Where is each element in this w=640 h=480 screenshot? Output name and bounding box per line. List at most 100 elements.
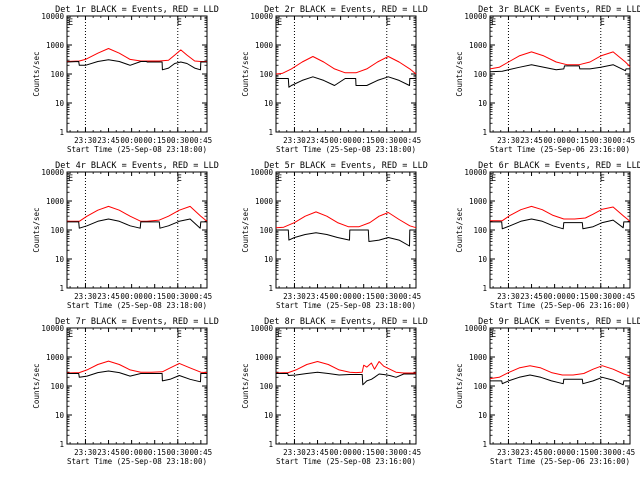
x-tick-label: 23:30: [74, 292, 97, 301]
panel-title: Det 3r BLACK = Events, RED = LLD: [478, 5, 640, 15]
e-marker-left: E: [277, 174, 282, 184]
x-axis-label: Start Time (25-Sep-08 23:18:00): [67, 457, 207, 466]
events-series-line: [276, 229, 416, 247]
x-axis-label: Start Time (25-Sep-08 23:18:00): [276, 145, 416, 154]
x-tick-label: 23:45: [306, 448, 329, 457]
y-tick-label: 1000: [46, 353, 65, 362]
plot-frame: [489, 171, 631, 289]
x-tick-label: 00:45: [613, 292, 636, 301]
y-tick-label: 10: [55, 411, 65, 420]
plot-frame: [66, 327, 208, 445]
x-tick-label: 00:15: [566, 136, 589, 145]
x-tick-label: 00:15: [143, 136, 166, 145]
x-tick-label: 00:30: [166, 292, 189, 301]
x-tick-label: 23:30: [497, 292, 520, 301]
y-axis-label: Counts/sec: [455, 51, 464, 96]
x-axis-label: Start Time (25-Sep-08 23:18:00): [67, 301, 207, 310]
detector-panel-1: Det 1r BLACK = Events, RED = LLD 1 10 100 10…: [32, 5, 219, 154]
lld-series-line: [275, 211, 417, 229]
y-tick-label: 100: [473, 70, 487, 79]
plot-frame: [489, 15, 631, 133]
y-tick-label: 100: [50, 70, 64, 79]
x-tick-label: 00:15: [143, 448, 166, 457]
x-tick-label: 00:30: [166, 448, 189, 457]
x-tick-label: 00:00: [120, 448, 143, 457]
y-tick-label: 10: [55, 99, 65, 108]
lld-series-line: [67, 205, 208, 222]
y-axis-label: Counts/sec: [32, 51, 41, 96]
x-tick-label: 00:45: [190, 292, 213, 301]
y-tick-label: 10: [264, 99, 274, 108]
lld-series-line: [490, 205, 631, 222]
y-tick-label: 10000: [41, 324, 64, 333]
x-axis-label: Start Time (25-Sep-08 23:18:00): [276, 301, 416, 310]
panel-title: Det 4r BLACK = Events, RED = LLD: [55, 161, 219, 171]
x-tick-label: 00:00: [329, 136, 352, 145]
x-tick-label: 00:30: [589, 448, 612, 457]
x-tick-label: 23:45: [520, 448, 543, 457]
x-tick-label: 00:15: [143, 292, 166, 301]
events-series-line: [489, 64, 630, 73]
y-tick-label: 1: [482, 440, 487, 449]
x-tick-label: 00:45: [399, 136, 422, 145]
e-marker-right: E: [386, 174, 391, 184]
y-tick-label: 10000: [250, 168, 273, 177]
y-axis-label: Counts/sec: [455, 363, 464, 408]
y-axis-label: Counts/sec: [241, 363, 250, 408]
e-marker-left: E: [277, 18, 282, 28]
y-tick-label: 10: [55, 255, 65, 264]
y-tick-label: 10000: [41, 12, 64, 21]
x-tick-label: 23:45: [97, 448, 120, 457]
y-tick-label: 1000: [255, 353, 274, 362]
events-series-line: [66, 59, 207, 71]
plot-frame: [275, 327, 417, 445]
x-tick-label: 23:30: [497, 448, 520, 457]
y-tick-label: 10000: [464, 324, 487, 333]
events-series-line: [276, 371, 416, 386]
y-tick-label: 10000: [250, 12, 273, 21]
y-tick-label: 1000: [469, 197, 488, 206]
panel-title: Det 1r BLACK = Events, RED = LLD: [55, 5, 219, 15]
x-tick-label: 00:30: [166, 136, 189, 145]
y-axis-label: Counts/sec: [32, 207, 41, 252]
e-marker-left: E: [68, 18, 73, 28]
lld-series-line: [489, 51, 631, 70]
e-marker-left: E: [491, 174, 496, 184]
detector-panel-9: Det 9r BLACK = Events, RED = LLD 1 10 100 10…: [455, 317, 640, 466]
plot-frame: [275, 15, 417, 133]
x-axis-label: Start Time (25-Sep-08 23:16:00): [276, 457, 416, 466]
y-tick-label: 100: [50, 226, 64, 235]
y-tick-label: 100: [473, 226, 487, 235]
y-tick-label: 1: [59, 440, 64, 449]
y-tick-label: 100: [259, 70, 273, 79]
panel-title: Det 5r BLACK = Events, RED = LLD: [264, 161, 428, 171]
events-series-line: [67, 370, 207, 383]
x-tick-label: 00:45: [399, 292, 422, 301]
x-tick-label: 00:45: [613, 448, 636, 457]
x-tick-label: 00:15: [352, 448, 375, 457]
x-tick-label: 00:00: [120, 136, 143, 145]
e-marker-right: E: [177, 330, 182, 340]
y-tick-label: 10000: [250, 324, 273, 333]
x-tick-label: 00:00: [329, 448, 352, 457]
y-axis-label: Counts/sec: [32, 363, 41, 408]
y-tick-label: 1000: [255, 197, 274, 206]
x-tick-label: 00:15: [352, 292, 375, 301]
y-tick-label: 10000: [41, 168, 64, 177]
x-axis-label: Start Time (25-Sep-06 23:16:00): [490, 301, 630, 310]
detector-panel-6: Det 6r BLACK = Events, RED = LLD 1 10 100 10…: [455, 161, 640, 310]
e-marker-right: E: [177, 18, 182, 28]
e-marker-left: E: [491, 330, 496, 340]
e-marker-right: E: [600, 174, 605, 184]
x-tick-label: 00:15: [352, 136, 375, 145]
panel-title: Det 9r BLACK = Events, RED = LLD: [478, 317, 640, 327]
x-axis-label: Start Time (25-Sep-08 23:18:00): [67, 145, 207, 154]
x-tick-label: 00:00: [543, 292, 566, 301]
e-marker-left: E: [68, 330, 73, 340]
e-marker-right: E: [386, 18, 391, 28]
x-tick-label: 00:00: [329, 292, 352, 301]
panel-title: Det 7r BLACK = Events, RED = LLD: [55, 317, 219, 327]
y-tick-label: 10000: [464, 12, 487, 21]
y-tick-label: 1: [59, 284, 64, 293]
plot-frame: [489, 327, 631, 445]
